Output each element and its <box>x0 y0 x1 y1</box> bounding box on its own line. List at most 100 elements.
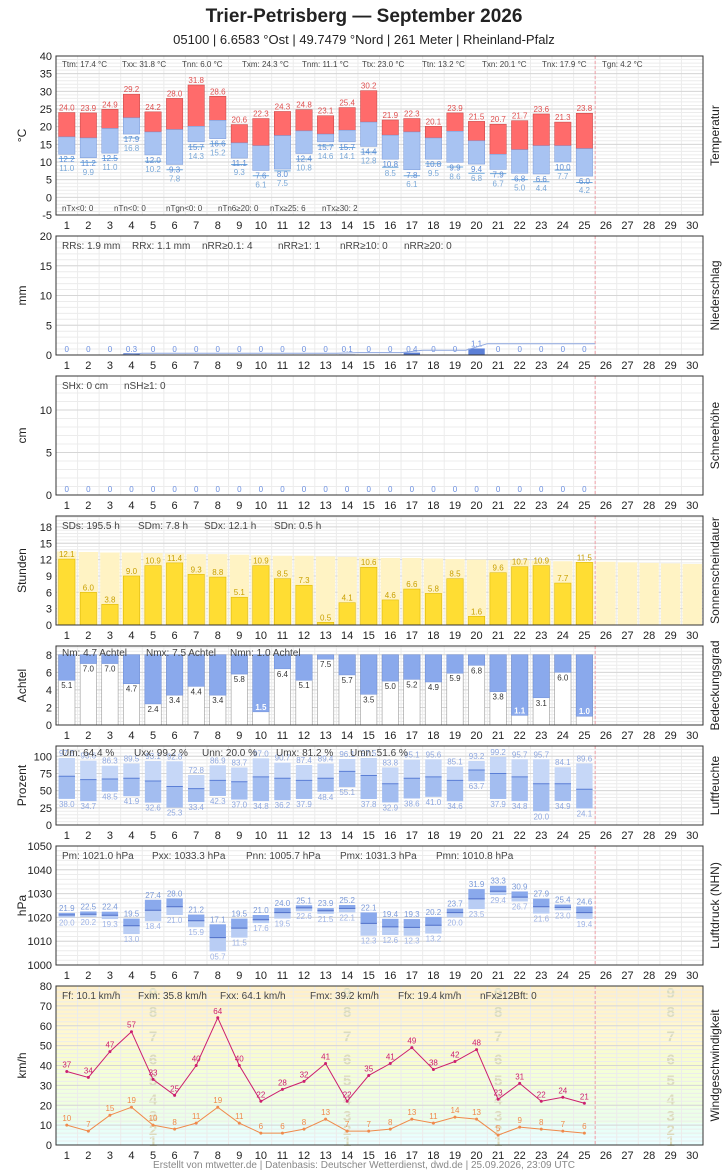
y-tick-label: 75 <box>40 768 52 780</box>
mean-wind-label: 6 <box>280 1122 285 1131</box>
sun-label: 10.9 <box>533 557 549 566</box>
tground-label: 4.4 <box>536 184 548 193</box>
cloud-label: 3.5 <box>363 695 375 704</box>
cloud-cover-bar <box>101 654 119 664</box>
tmin-bar <box>338 129 356 143</box>
pressure-min-label: 23.5 <box>469 910 485 919</box>
cloud-cover-bar <box>360 654 378 695</box>
tmax-label: 24.8 <box>296 101 312 110</box>
sun-possible-bar <box>315 556 336 625</box>
x-tick-label: 23 <box>535 1150 547 1162</box>
pressure-max-label: 20.2 <box>426 908 442 917</box>
pressure-lower-bar <box>101 915 119 920</box>
y-tick-label: 1020 <box>28 912 52 924</box>
mean-wind-label: 8 <box>539 1118 544 1127</box>
x-tick-label: 12 <box>298 730 310 742</box>
x-tick-label: 30 <box>686 500 698 512</box>
x-tick-label: 17 <box>406 220 418 232</box>
tmax-bar <box>403 118 421 133</box>
pressure-max-label: 27.9 <box>533 890 549 899</box>
x-tick-label: 30 <box>686 970 698 982</box>
tmax-label: 21.9 <box>382 111 398 120</box>
precip-stat: nRR≥0.1: 4 <box>202 241 253 252</box>
y-tick-label: 15 <box>40 139 52 151</box>
mean-wind-label: 7 <box>561 1120 566 1129</box>
sun-bar <box>252 565 270 626</box>
pressure-upper-bar <box>295 905 313 908</box>
humidity-max-label: 95.7 <box>512 750 528 759</box>
beaufort-label: 6 <box>149 1052 157 1069</box>
x-tick-label: 20 <box>470 830 482 842</box>
mean-wind-point <box>475 1117 479 1121</box>
humidity-lower-bar <box>231 781 248 800</box>
x-tick-label: 22 <box>514 360 526 372</box>
cloud-label: 4.4 <box>191 687 203 696</box>
pressure-max-label: 24.6 <box>577 897 593 906</box>
humidity-min-label: 25.3 <box>167 809 183 818</box>
humidity-max-label: 99.2 <box>490 748 506 757</box>
sun-label: 8.8 <box>212 568 224 577</box>
humidity-max-label: 72.8 <box>188 766 204 775</box>
sun-bar <box>403 588 421 626</box>
tmin-label: 6.0 <box>579 177 591 186</box>
cloud-cover-bar <box>274 654 291 670</box>
pressure-panel: 21.9 20.0 22.5 20.2 22.4 19.3 19.5 13.0 27.4 18.4… <box>15 841 722 982</box>
humidity-lower-bar <box>446 780 464 802</box>
cloud-label: 5.2 <box>406 680 418 689</box>
humidity-min-label: 55.1 <box>339 788 355 797</box>
snow-label: 0 <box>108 485 113 494</box>
cloud-label: 5.0 <box>385 682 397 691</box>
x-tick-label: 19 <box>449 630 461 642</box>
x-tick-label: 5 <box>150 970 156 982</box>
gust-point <box>86 1075 90 1079</box>
tmax-bar <box>554 121 572 146</box>
tmin-label: 8.0 <box>277 170 289 179</box>
cloud-cover-bar <box>381 654 399 682</box>
beaufort-label: 2 <box>149 1122 157 1139</box>
tground-label: 6.1 <box>255 180 267 189</box>
humidity-stat: Umn: 51.6 % <box>350 748 408 759</box>
x-tick-label: 12 <box>298 830 310 842</box>
wind-stat: Fmx: 39.2 km/h <box>310 991 379 1002</box>
humidity-lower-bar <box>144 781 162 803</box>
x-tick-label: 17 <box>406 500 418 512</box>
snow-stat: nSH≥1: 0 <box>124 381 166 392</box>
cloud-cover-bar <box>230 654 248 675</box>
x-tick-label: 6 <box>172 630 178 642</box>
y-tick-label: 0 <box>46 820 52 832</box>
x-tick-label: 29 <box>665 500 677 512</box>
mean-wind-point <box>582 1131 586 1135</box>
precip-label: 0 <box>453 345 458 354</box>
snow-label: 0 <box>539 485 544 494</box>
tmin-label: 9.4 <box>471 165 483 174</box>
tmin-bar <box>532 145 550 175</box>
beaufort-label: 4 <box>343 1091 352 1108</box>
x-tick-label: 1 <box>64 500 70 512</box>
wind-stat: Fxx: 64.1 km/h <box>220 991 286 1002</box>
gust-label: 23 <box>494 1088 503 1097</box>
x-tick-label: 16 <box>384 360 396 372</box>
pressure-min-label: 12.6 <box>382 936 398 945</box>
panel-title: Niederschlag <box>708 260 722 330</box>
tground-label: 5.0 <box>514 183 526 192</box>
x-tick-label: 28 <box>643 970 655 982</box>
pressure-max-label: 21.2 <box>188 906 204 915</box>
x-tick-label: 6 <box>172 360 178 372</box>
x-tick-label: 24 <box>557 630 569 642</box>
tmax-bar <box>468 121 485 142</box>
humidity-min-label: 36.2 <box>275 801 291 810</box>
mean-wind-point <box>302 1127 306 1131</box>
x-tick-label: 28 <box>643 220 655 232</box>
cloud-label: 7.5 <box>320 660 332 669</box>
cloud-label: 5.8 <box>234 675 246 684</box>
temp-count: nTgn<0: 0 <box>166 204 203 213</box>
pressure-max-label: 25.4 <box>555 896 571 905</box>
x-tick-label: 22 <box>514 1150 526 1162</box>
temp-stat: Tgn: 4.2 °C <box>602 60 643 69</box>
y-tick-label: 18 <box>40 522 52 534</box>
x-tick-label: 10 <box>255 730 267 742</box>
y-tick-label: 6 <box>46 667 52 679</box>
tmax-label: 22.3 <box>404 110 420 119</box>
pressure-upper-bar <box>554 904 572 908</box>
x-tick-label: 24 <box>557 970 569 982</box>
